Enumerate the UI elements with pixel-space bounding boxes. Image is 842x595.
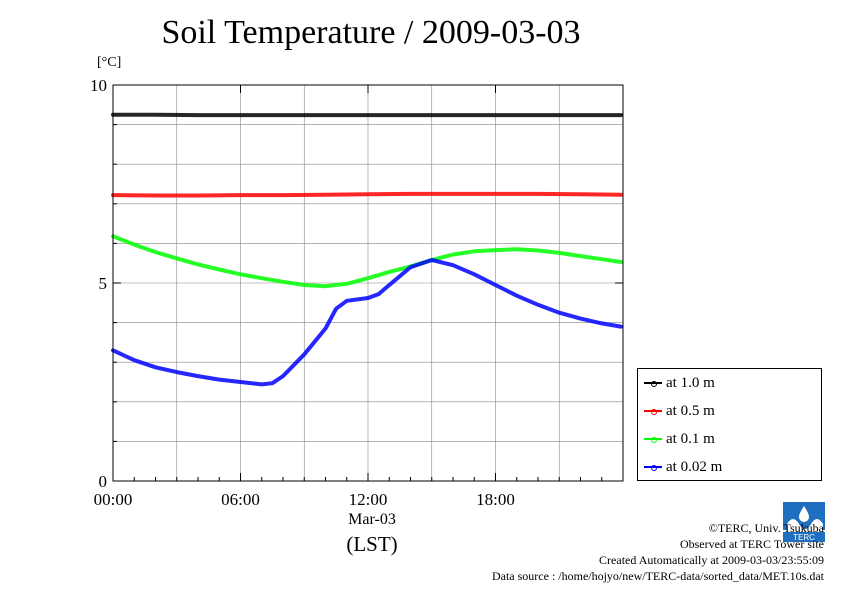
- x-tick-label: 18:00: [476, 490, 515, 509]
- x-axis-title: (LST): [346, 532, 398, 556]
- y-tick-label: 0: [99, 472, 108, 491]
- series-lines: [111, 112, 623, 387]
- credit-line: Data source : /home/hojyo/new/TERC-data/…: [491, 569, 824, 583]
- x-tick-label: 00:00: [94, 490, 133, 509]
- legend-swatch: [644, 381, 662, 387]
- series-line-3: [111, 258, 623, 387]
- credit-line: Observed at TERC Tower site: [679, 537, 824, 551]
- credit-line: ©TERC, Univ. Tsukuba: [708, 521, 824, 535]
- legend-item: at 0.5 m: [644, 401, 715, 421]
- series-line-1: [111, 191, 623, 198]
- legend-item: at 0.02 m: [644, 457, 722, 477]
- x-axis-date-label: Mar-03: [348, 511, 396, 528]
- legend-label: at 0.1 m: [666, 430, 715, 447]
- credits-block: ©TERC, Univ. Tsukuba Observed at TERC To…: [492, 520, 824, 584]
- axis-ticks: 00:00 06:00 12:00 18:00 0 5 10: [90, 76, 624, 509]
- legend-swatch: [644, 465, 662, 471]
- y-tick-label: 5: [99, 274, 108, 293]
- credit-line: Created Automatically at 2009-03-03/23:5…: [599, 553, 824, 567]
- logo-text: TERC: [793, 533, 815, 542]
- series-line-2: [111, 234, 623, 289]
- x-tick-label: 06:00: [221, 490, 260, 509]
- legend-swatch: [644, 437, 662, 443]
- legend-item: at 0.1 m: [644, 429, 715, 449]
- chart-title: Soil Temperature / 2009-03-03: [161, 14, 581, 51]
- legend: at 1.0 m at 0.5 m at 0.1 m at 0.02 m: [637, 368, 822, 481]
- legend-item: at 1.0 m: [644, 373, 715, 393]
- grid-lines: [112, 84, 624, 482]
- legend-label: at 0.5 m: [666, 402, 715, 419]
- legend-swatch: [644, 409, 662, 415]
- y-axis-unit-label: [°C]: [97, 55, 122, 70]
- legend-label: at 0.02 m: [666, 458, 723, 475]
- y-tick-label: 10: [90, 76, 107, 95]
- x-tick-label: 12:00: [349, 490, 388, 509]
- terc-logo: TERC: [783, 502, 825, 542]
- legend-label: at 1.0 m: [666, 374, 715, 391]
